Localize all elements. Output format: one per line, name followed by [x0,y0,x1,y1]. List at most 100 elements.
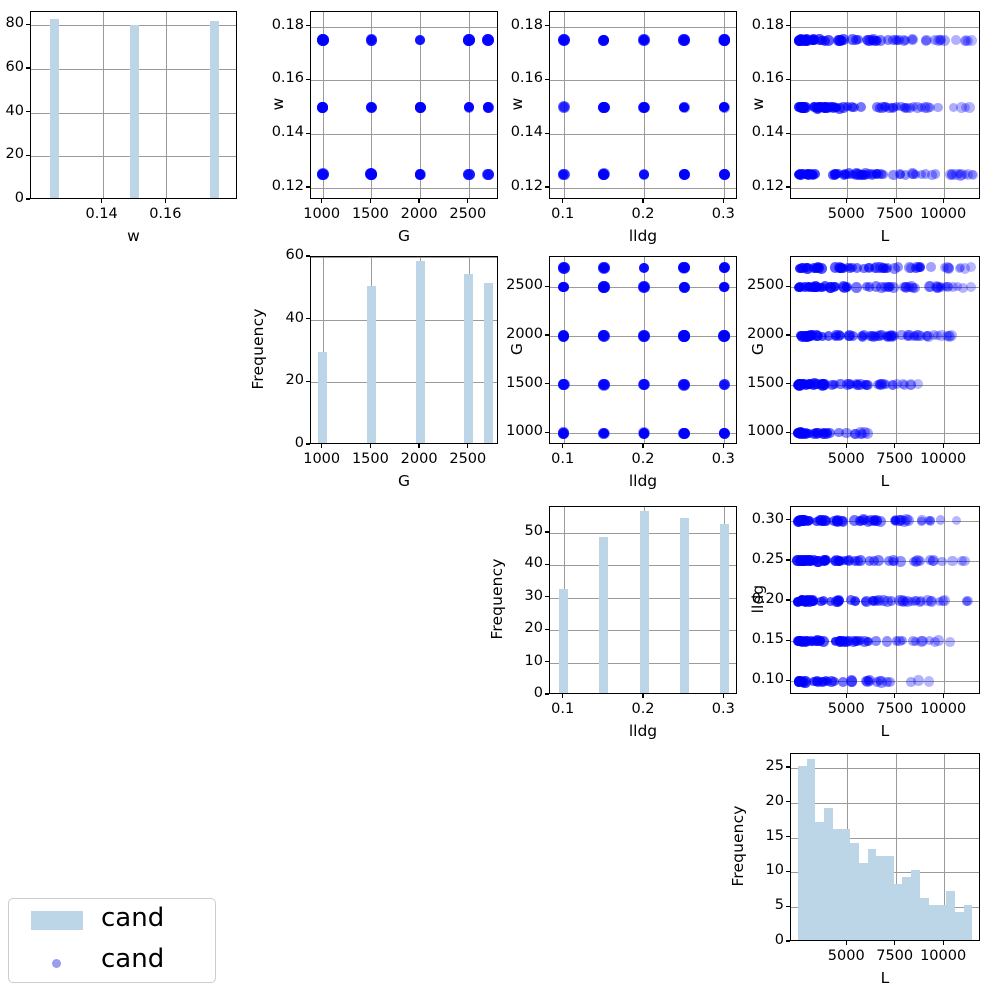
data-point [915,595,926,606]
gridline-vertical [895,507,897,693]
data-point [846,102,858,113]
x-axis-label-scatter-lldg-w: lldg [628,227,658,245]
data-point [868,331,879,342]
y-tick-mark [545,531,549,533]
data-point [862,379,874,391]
data-point [599,379,609,390]
gridline-horizontal [311,134,497,136]
data-point [802,36,812,46]
data-point [916,263,926,273]
data-point [859,427,870,439]
data-point [679,35,689,45]
data-point [860,676,872,687]
data-point [910,637,920,646]
data-point [558,169,569,180]
data-point [967,170,978,181]
gridline-horizontal [550,80,736,82]
data-point [851,263,862,274]
y-tick-mark [786,599,790,601]
data-point [415,35,425,46]
data-point [926,262,936,272]
plot-area-hist-lldg [549,506,737,694]
y-tick-label: 0.20 [751,591,784,607]
data-point [913,329,925,341]
data-point [921,330,932,341]
gridline-horizontal [550,134,736,136]
data-point [962,595,974,607]
gridline-horizontal [550,187,736,189]
y-tick-mark [545,25,549,27]
x-tick-mark [894,444,896,448]
histogram-bar [946,891,955,940]
data-point [849,515,860,527]
y-tick-label: 60 [5,58,24,75]
data-point [796,262,808,274]
data-point [830,169,840,180]
data-point [863,169,874,180]
x-tick-label: 7500 [876,206,914,222]
histogram-bar [130,25,139,198]
data-point [896,330,907,341]
data-point [811,282,822,293]
y-tick-label: 0 [533,685,543,701]
data-point [916,516,926,526]
data-point [938,595,950,607]
data-point [910,170,920,180]
y-tick-mark [545,132,549,134]
x-axis-label-scatter-L-lldg: L [880,722,890,740]
y-tick-label: 20 [765,792,784,809]
legend-label-patch: cand [101,903,165,933]
data-point [886,596,897,606]
data-point [366,35,377,45]
data-point [931,281,943,293]
x-tick-mark [942,941,944,945]
y-tick-mark [306,25,310,27]
data-point [966,281,977,292]
y-tick-label: 2500 [506,277,543,294]
data-point [862,515,874,527]
data-point [878,169,888,180]
y-tick-mark [786,905,790,907]
x-tick-label: 0.2 [631,701,655,717]
data-point [876,330,887,341]
histogram-bar [867,849,877,940]
data-point [365,101,378,114]
x-tick-mark [894,941,896,945]
histogram-bar [318,352,328,443]
data-point [888,102,898,112]
data-point [897,636,908,646]
gridline-vertical [563,257,565,443]
data-point [559,282,569,292]
data-point [869,515,880,526]
data-point [884,676,896,688]
data-point [894,515,906,527]
data-point [850,428,861,440]
x-tick-label: 10000 [920,948,967,964]
plot-area-scatter-lldg-G [549,256,737,444]
y-tick-mark [786,132,790,134]
histogram-bar [639,511,649,693]
data-point [833,595,845,607]
plot-area-scatter-L-G [790,256,980,444]
data-point [818,282,828,293]
x-tick-label: 5000 [827,206,865,222]
data-point [925,596,936,607]
y-tick-mark [545,660,549,663]
data-point [863,637,873,647]
data-point [919,102,931,113]
data-point [888,169,899,181]
data-point [916,515,927,525]
gridline-vertical [895,12,897,198]
data-point [923,515,934,526]
data-point [882,263,893,273]
y-tick-label: 0.25 [751,550,784,567]
x-tick-mark [894,694,896,698]
data-point [934,282,944,292]
data-point [794,282,804,293]
data-point [965,261,976,273]
data-point [956,555,968,566]
y-tick-mark [545,186,549,188]
data-point [827,379,838,390]
histogram-bar [599,537,609,693]
y-tick-mark [786,639,790,641]
